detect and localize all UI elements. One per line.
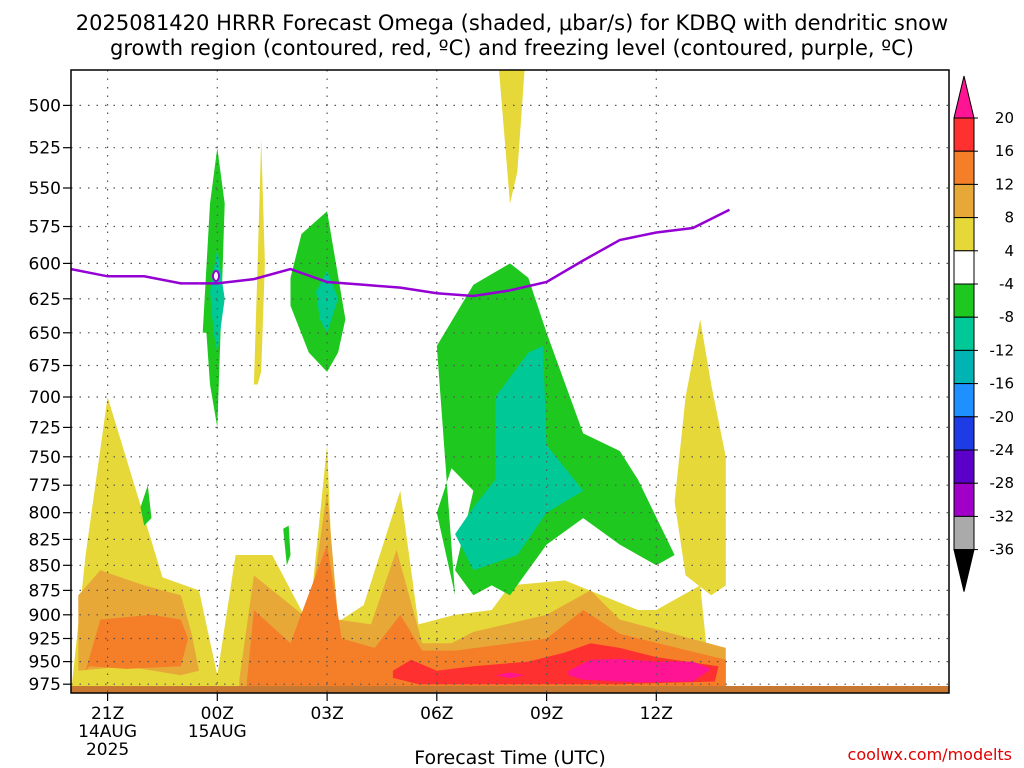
y-tick-label-925: 925 [29,630,61,650]
y-tick-label-850: 850 [29,556,61,576]
colorbar-label-4: 4 [1004,242,1014,260]
colorbar-label-9: -20 [990,408,1015,426]
omega-region--8-17 [316,270,339,333]
y-tick-label-725: 725 [29,418,61,438]
colorbar-box-3 [953,183,975,219]
y-tick-label-575: 575 [29,218,61,238]
colorbar-label-8: -16 [990,375,1015,393]
y-tick-label-675: 675 [29,357,61,377]
colorbar-label-3: 8 [1004,209,1014,227]
y-tick-label-800: 800 [29,504,61,524]
y-tick-label-525: 525 [29,139,61,159]
colorbar-label-6: -8 [999,308,1014,326]
colorbar-label-2: 12 [995,175,1014,193]
x-axis-label: Forecast Time (UTC) [414,747,605,768]
colorbar-label-0: 20 [995,109,1014,127]
x-tick-label-21Z-1: 21Z [91,704,124,724]
surface-strip [71,686,949,693]
colorbar-box-12 [953,482,975,517]
y-tick-label-900: 900 [29,606,61,626]
colorbar-box-4 [953,217,975,252]
colorbar-box-5 [953,250,975,285]
y-tick-label-975: 975 [29,675,61,695]
omega-region--8-18 [455,346,584,571]
omega-region-4-3 [499,70,525,204]
colorbar-label-10: -24 [990,441,1015,459]
colorbar-box-9 [953,383,975,418]
x-tick-label-00Z-1: 00Z [201,704,234,724]
colorbar-label-13: -36 [990,541,1015,559]
y-tick-label-625: 625 [29,290,61,310]
colorbar-box-11 [953,449,975,484]
omega-region-12-6 [85,614,189,671]
colorbar-box-13 [953,515,975,551]
freezing-level-line [71,208,731,298]
y-tick-label-750: 750 [29,448,61,468]
y-tick-label-550: 550 [29,179,61,199]
omega-region--4-15 [283,525,291,566]
x-tick-label-09Z-1: 09Z [530,704,563,724]
y-tick-label-825: 825 [29,530,61,550]
colorbar-box-1 [953,117,975,152]
y-tick-label-950: 950 [29,653,61,673]
colorbar-label-7: -12 [990,341,1015,359]
omega-region-20-9 [568,658,712,683]
colorbar-box-6 [953,283,975,318]
colorbar-label-11: -28 [990,474,1015,492]
x-tick-label-03Z-1: 03Z [310,704,343,724]
omega-colorbar: 20 16 12 8 4 -4 -8 -12 -16 -20 -24 -28 -32 -36 [953,75,1015,592]
y-tick-label-775: 775 [29,476,61,496]
colorbar-box-10 [953,416,975,451]
omega-region--4-14 [140,485,152,526]
chart-title-line1: 2025081420 HRRR Forecast Omega (shaded, … [76,11,948,35]
freezing-level-label-marker [212,270,220,282]
chart-title-line2: growth region (contoured, red, ºC) and f… [110,36,914,60]
source-credit: coolwx.com/modelts [848,745,1012,764]
pressure-axis: 500 525 550 575 600 625 650 675 700 725 750 775 800 8… [29,96,71,695]
y-tick-label-600: 600 [29,254,61,274]
colorbar-box-7 [953,316,975,351]
colorbar-box-8 [953,349,975,385]
x-tick-label-00Z-2: 15AUG [188,722,247,742]
colorbar-label-1: 16 [995,142,1014,160]
y-tick-label-650: 650 [29,324,61,344]
y-tick-label-700: 700 [29,388,61,408]
plot-gridlines [71,70,949,693]
omega-region-20-10 [495,672,525,678]
x-tick-label-21Z-2: 14AUG [78,722,137,742]
omega-region-4-2 [253,139,265,385]
colorbar-box-2 [953,150,975,185]
plot-frame [70,69,950,694]
colorbar-bottom-triangle [953,549,975,592]
y-tick-label-875: 875 [29,581,61,601]
colorbar-label-5: -4 [999,275,1014,293]
y-tick-label-500: 500 [29,96,61,116]
colorbar-label-12: -32 [990,507,1015,525]
x-tick-label-21Z-3: 2025 [86,740,129,760]
x-tick-label-06Z-1: 06Z [420,704,453,724]
x-tick-label-12Z-1: 12Z [640,704,673,724]
